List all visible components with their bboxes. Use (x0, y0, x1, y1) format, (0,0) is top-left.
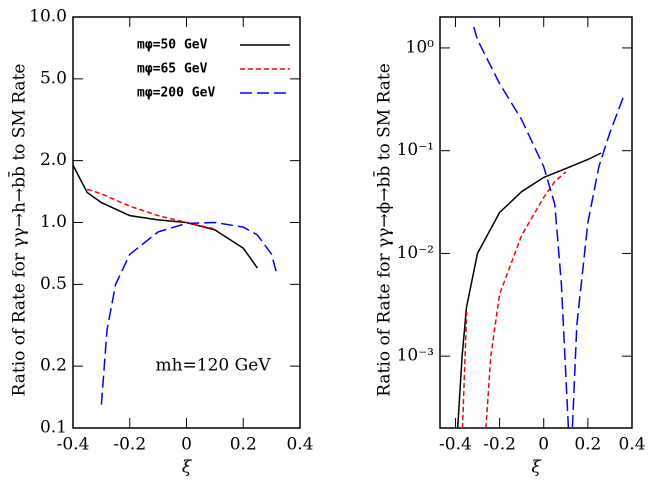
y-tick-label: 10⁻³ (397, 346, 434, 366)
y-tick-label: 10⁻¹ (397, 140, 434, 160)
y-axis-label: Ratio of Rate for γγ→ϕ→bb̄ to SM Rate (372, 63, 395, 397)
series-line (73, 164, 259, 269)
x-tick-label: 0 (181, 435, 192, 455)
plot-area (73, 164, 279, 405)
plot-area (456, 26, 624, 428)
x-tick-label: 0 (538, 435, 549, 455)
x-axis-label: ξ (531, 458, 542, 478)
y-axis-label: Ratio of Rate for γγ→h→bb̄ to SM Rate (7, 64, 30, 397)
series-line (461, 171, 567, 428)
y-tick-label: 1.0 (40, 212, 67, 232)
y-tick-label: 10⁻² (397, 243, 434, 263)
y-tick-label: 2.0 (40, 150, 67, 170)
x-tick-label: 0.2 (574, 435, 601, 455)
x-tick-label: 0.4 (286, 435, 313, 455)
legend-label: mφ=200 GeV (137, 86, 215, 101)
y-tick-label: 0.1 (40, 418, 67, 438)
y-tick-label: 5.0 (40, 68, 67, 88)
y-tick-label: 0.5 (40, 274, 67, 294)
plot-frame (439, 16, 633, 429)
x-tick-label: -0.4 (439, 435, 472, 455)
legend-label: mφ=50 GeV (137, 38, 208, 53)
x-axis-label: ξ (182, 458, 193, 478)
x-tick-label: 0.4 (618, 435, 645, 455)
y-tick-label: 10.0 (29, 7, 67, 27)
series-line (86, 188, 216, 230)
x-tick-label: -0.2 (113, 435, 146, 455)
y-tick-label: 0.2 (40, 356, 67, 376)
y-tick-label: 10⁰ (406, 37, 435, 57)
x-tick-label: 0.2 (230, 435, 257, 455)
x-tick-label: -0.4 (57, 435, 90, 455)
legend-label: mφ=65 GeV (137, 62, 208, 77)
annotation: mh=120 GeV (155, 356, 271, 376)
series-line (456, 152, 602, 428)
x-tick-label: -0.2 (483, 435, 516, 455)
series-line (473, 26, 624, 428)
series-line (100, 221, 279, 405)
